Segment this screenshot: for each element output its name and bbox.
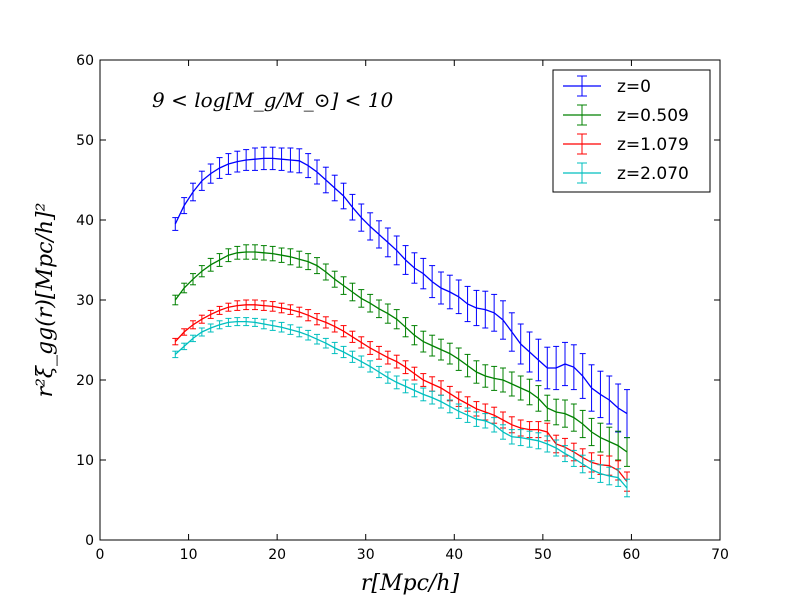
x-tick-label: 70 (711, 547, 729, 563)
legend-label: z=1.079 (617, 135, 689, 155)
legend-entry: z=1.079 (563, 133, 689, 155)
series-line (174, 251, 628, 453)
series-1 (172, 146, 630, 439)
x-axis-label: r[Mpc/h] (361, 571, 460, 596)
x-tick-label: 30 (357, 547, 375, 563)
x-tick-label: 50 (534, 547, 552, 563)
series-line (174, 304, 628, 483)
series-line (174, 157, 628, 415)
legend-frame (552, 69, 711, 193)
legend-label: z=0 (617, 77, 651, 97)
y-tick-label: 30 (76, 293, 94, 309)
ticks-layer: 0 10 20 30 40 50 60 70 0 10 20 30 40 50 60 (76, 53, 729, 563)
y-tick-label: 20 (76, 373, 94, 389)
y-tick-label: 40 (76, 213, 94, 229)
x-tick-label: 10 (180, 547, 198, 563)
y-axis-label: r²ξ_gg(r)[Mpc/h]² (33, 203, 58, 398)
y-tick-label: 60 (76, 53, 94, 69)
plot-layer (172, 146, 630, 498)
series-2 (172, 244, 630, 467)
legend-label: z=0.509 (617, 106, 689, 126)
legend: z=0 z=0.509 z=1.079 z=2.070 (552, 69, 711, 193)
chart-annotation: 9 < log[M_g/M_⊙] < 10 (152, 88, 393, 112)
legend-entry: z=2.070 (563, 162, 689, 184)
legend-entry: z=0.509 (563, 104, 689, 126)
series-line (174, 320, 628, 489)
legend-label: z=2.070 (617, 164, 689, 184)
x-tick-label: 0 (96, 547, 105, 563)
y-tick-label: 10 (76, 453, 94, 469)
x-tick-label: 40 (445, 547, 463, 563)
y-tick-label: 50 (76, 133, 94, 149)
x-tick-label: 60 (623, 547, 641, 563)
series-4 (172, 317, 630, 498)
x-tick-label: 20 (268, 547, 286, 563)
y-tick-label: 0 (85, 533, 94, 549)
legend-entry: z=0 (563, 75, 651, 97)
